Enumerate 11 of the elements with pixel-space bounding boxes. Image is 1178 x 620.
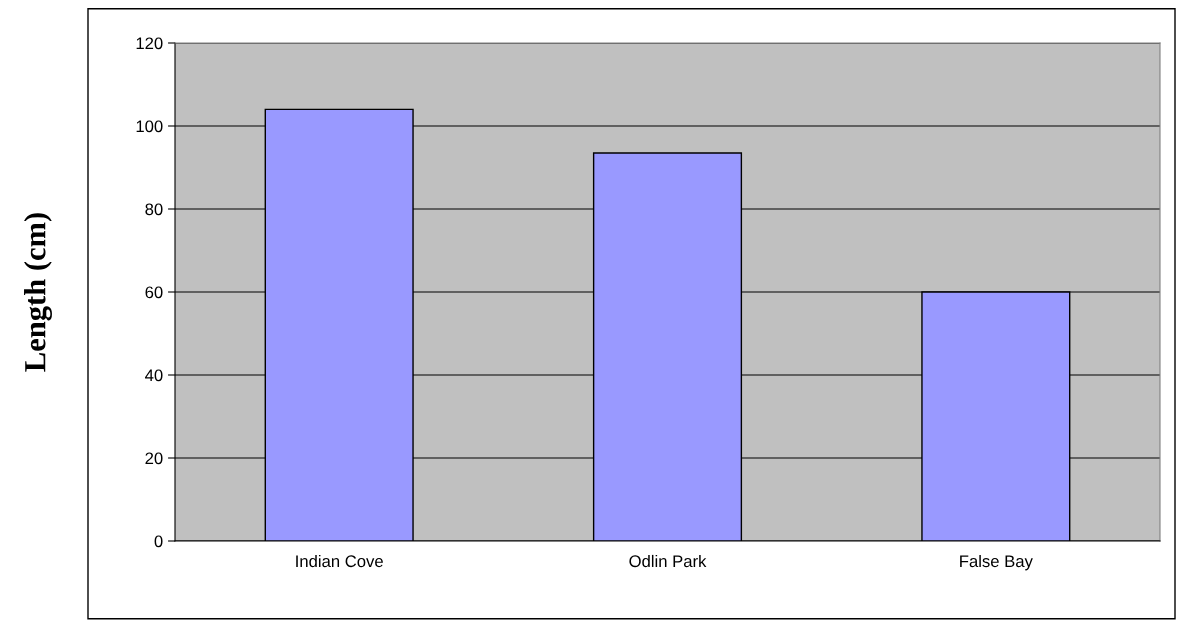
y-tick-label: 40 [145,369,163,382]
y-tick-label: 0 [154,535,163,548]
x-tick-label: False Bay [960,554,1033,571]
y-tick-label: 60 [145,286,163,299]
y-tick-label: 100 [136,120,163,133]
x-tick-label: Indian Cove [296,554,383,568]
x-tick-label: Odlin Park [629,554,707,568]
y-tick-label: 120 [136,37,163,50]
y-tick-label: 20 [145,452,163,465]
y-tick-label: 80 [145,203,163,216]
y-axis-title: Length (cm) [24,213,52,372]
